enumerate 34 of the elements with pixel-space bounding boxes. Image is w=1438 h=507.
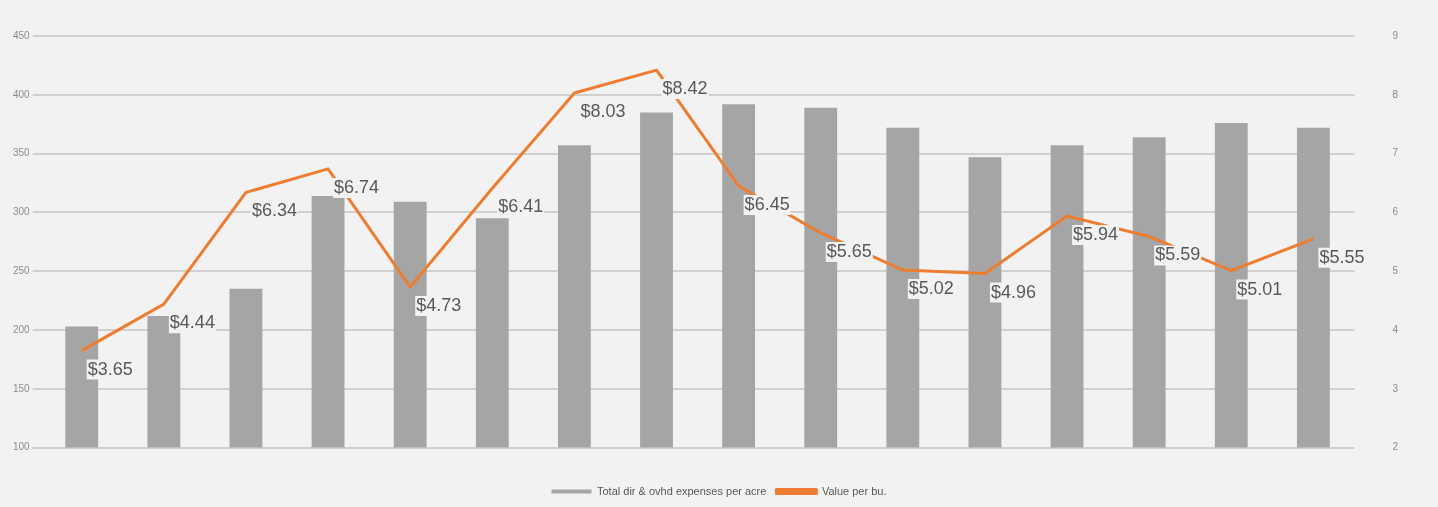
data-label: $5.55	[1319, 246, 1365, 267]
legend-label: Total dir & ovhd expenses per acre	[597, 484, 767, 497]
legend-label: Value per bu.	[821, 484, 887, 497]
y-tick-label: 150	[13, 382, 31, 394]
y2-tick-label: 7	[1392, 147, 1399, 159]
data-label: $5.59	[1155, 244, 1201, 265]
data-label: $6.74	[334, 176, 380, 197]
data-label: $5.94	[1073, 223, 1119, 244]
y-tick-label: 400	[13, 88, 31, 100]
y2-tick-label: 8	[1392, 88, 1399, 100]
y2-tick-label: 4	[1392, 323, 1399, 335]
data-label: $4.44	[169, 312, 215, 333]
y2-tick-label: 9	[1392, 29, 1399, 41]
data-label: $4.96	[990, 281, 1036, 302]
data-label: $5.02	[908, 277, 954, 298]
y2-tick-label: 2	[1392, 441, 1399, 453]
data-label: $8.03	[580, 101, 626, 121]
y-tick-label: 100	[13, 441, 31, 453]
y-tick-label: 350	[13, 147, 31, 159]
y2-tick-label: 5	[1392, 264, 1399, 276]
data-label: $6.41	[498, 196, 544, 217]
y2-tick-label: 6	[1392, 206, 1399, 218]
data-label: $4.73	[416, 295, 462, 316]
data-label: $5.01	[1237, 278, 1283, 299]
data-label: $3.65	[87, 358, 133, 379]
y2-tick-label: 3	[1392, 382, 1399, 394]
y-tick-label: 450	[13, 29, 31, 41]
data-label: $8.42	[662, 78, 708, 99]
y-tick-label: 300	[13, 206, 31, 218]
y-tick-label: 250	[13, 264, 31, 276]
data-label: $6.45	[744, 193, 790, 214]
y-tick-label: 200	[13, 323, 31, 335]
data-label: $6.34	[251, 200, 298, 221]
data-label: $5.65	[826, 240, 872, 261]
